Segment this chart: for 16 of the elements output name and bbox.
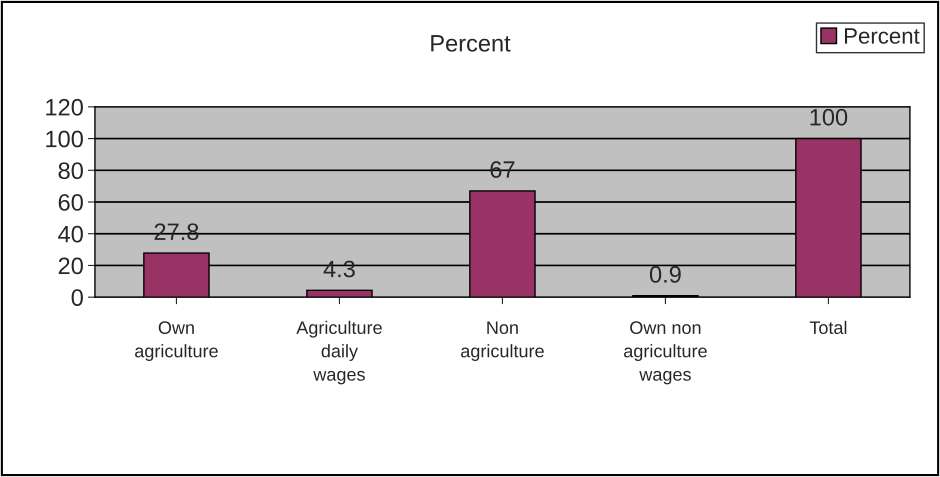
y-tick-label: 0 — [72, 289, 83, 306]
chart-title: Percent — [431, 35, 511, 52]
x-tick-label: Agriculture daily wages — [296, 320, 382, 384]
y-tick-label: 60 — [58, 194, 83, 211]
y-tick-label: 80 — [58, 162, 83, 180]
x-tick-label: Non agriculture — [461, 321, 544, 361]
x-tick-label: Own agriculture — [135, 321, 218, 361]
legend-label: Percent — [844, 28, 920, 44]
x-tick-label: Own non agriculture wages — [624, 321, 707, 384]
y-tick-label: 40 — [58, 226, 83, 243]
data-label: 0.9 — [650, 266, 681, 283]
data-label: 100 — [810, 108, 848, 126]
y-tick-label: 120 — [46, 98, 83, 116]
x-tick-label: Total — [810, 320, 846, 334]
y-tick-label: 100 — [46, 130, 83, 148]
y-tick-label: 20 — [58, 258, 83, 274]
